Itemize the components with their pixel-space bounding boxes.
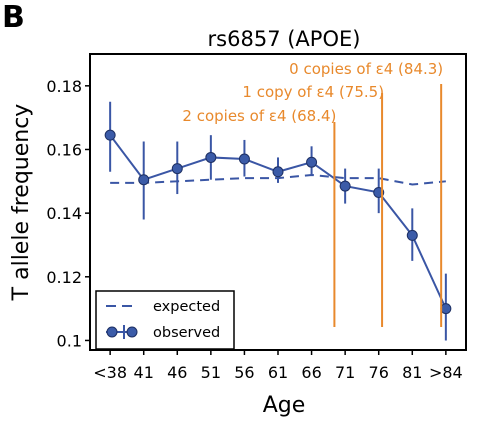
x-tick-label: 51 bbox=[201, 363, 221, 382]
y-tick-label: 0.12 bbox=[46, 268, 82, 287]
y-tick-label: 0.14 bbox=[46, 204, 82, 223]
legend-observed-marker-a bbox=[106, 326, 118, 338]
x-axis-label: Age bbox=[263, 393, 306, 418]
genotype-cutoff-label: 2 copies of ε4 (68.4) bbox=[182, 107, 336, 125]
observed-data-point bbox=[238, 153, 250, 165]
y-tick-label: 0.16 bbox=[46, 140, 82, 159]
observed-data-point bbox=[138, 174, 150, 186]
y-tick-label: 0.1 bbox=[57, 331, 82, 350]
legend: expected observed bbox=[95, 290, 235, 350]
observed-data-point bbox=[406, 229, 418, 241]
genotype-cutoff-label: 0 copies of ε4 (84.3) bbox=[289, 60, 443, 78]
data-lines bbox=[104, 101, 452, 341]
y-axis-label: T allele frequency bbox=[9, 104, 34, 302]
x-tick-label: 61 bbox=[268, 363, 288, 382]
observed-data-point bbox=[339, 180, 351, 192]
observed-data-point bbox=[306, 156, 318, 168]
panel-letter: B bbox=[2, 0, 25, 35]
x-tick-label: 66 bbox=[301, 363, 321, 382]
x-tick-label: <38 bbox=[93, 363, 127, 382]
x-tick-label: 71 bbox=[335, 363, 355, 382]
x-tick-label: 81 bbox=[402, 363, 422, 382]
x-tick-label: 41 bbox=[134, 363, 154, 382]
x-tick-label: 56 bbox=[234, 363, 254, 382]
annotations: 2 copies of ε4 (68.4) 1 copy of ε4 (75.5)… bbox=[182, 60, 443, 327]
legend-observed-marker-b bbox=[126, 326, 138, 338]
observed-data-point bbox=[205, 151, 217, 163]
x-tick-label: 46 bbox=[167, 363, 187, 382]
y-tick-label: 0.18 bbox=[46, 77, 82, 96]
observed-data-point bbox=[440, 303, 452, 315]
axes: 0.1 0.12 0.14 0.16 0.18 <38 41 46 51 56 61 66 71 76 81… bbox=[46, 53, 467, 382]
legend-observed-label: observed bbox=[153, 325, 220, 341]
legend-box bbox=[95, 290, 235, 350]
chart-title: rs6857 (APOE) bbox=[208, 27, 361, 51]
x-tick-label: >84 bbox=[429, 363, 463, 382]
genotype-cutoff-label: 1 copy of ε4 (75.5) bbox=[242, 83, 384, 101]
observed-data-point bbox=[104, 129, 116, 141]
legend-expected-label: expected bbox=[153, 299, 220, 315]
observed-data-point bbox=[272, 166, 284, 178]
observed-data-point bbox=[171, 163, 183, 175]
x-tick-label: 76 bbox=[369, 363, 389, 382]
